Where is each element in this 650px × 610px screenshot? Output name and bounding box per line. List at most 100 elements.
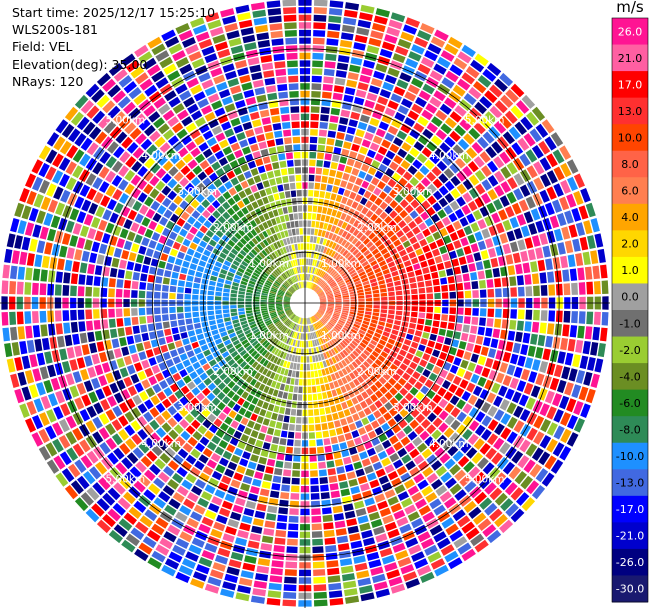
ray-gate	[283, 304, 290, 306]
ray-gate	[243, 257, 251, 264]
ray-gate	[517, 309, 525, 320]
ray-gate	[498, 209, 508, 221]
ray-gate	[380, 248, 389, 255]
ray-gate	[362, 490, 373, 499]
ray-gate	[308, 167, 316, 174]
ray-gate	[456, 315, 464, 324]
ray-gate	[285, 329, 291, 336]
ray-gate	[325, 239, 331, 247]
ray-gate	[432, 394, 442, 404]
ray-gate	[468, 420, 480, 432]
ray-gate	[411, 77, 424, 89]
ray-gate	[539, 189, 550, 203]
ray-gate	[143, 489, 156, 501]
ray-gate	[208, 118, 219, 129]
ray-gate	[353, 437, 363, 446]
ray-gate	[163, 387, 173, 397]
ray-gate	[205, 354, 214, 362]
ray-gate	[402, 372, 411, 381]
ray-gate	[323, 160, 331, 168]
ray-gate	[301, 274, 304, 281]
ray-gate	[564, 382, 574, 396]
ray-gate	[325, 248, 331, 255]
ray-gate	[449, 483, 462, 495]
ray-gate	[275, 321, 282, 327]
ray-gate	[280, 106, 290, 114]
ray-gate	[134, 334, 142, 343]
ray-gate	[457, 455, 470, 468]
ray-gate	[237, 423, 246, 433]
ray-gate	[314, 323, 319, 330]
ray-gate	[547, 323, 555, 335]
ray-gate	[161, 422, 172, 433]
ray-gate	[415, 413, 426, 424]
ray-gate	[495, 222, 505, 234]
ray-gate	[282, 423, 289, 431]
ray-gate	[445, 523, 459, 536]
ray-gate	[448, 283, 456, 291]
ray-gate	[207, 382, 217, 391]
ray-gate	[218, 89, 231, 99]
ray-gate	[79, 153, 91, 167]
ray-gate	[474, 539, 489, 553]
ray-gate	[348, 119, 358, 128]
ray-gate	[312, 324, 316, 331]
ray-gate	[515, 263, 523, 275]
ray-gate	[298, 386, 303, 394]
ray-gate	[292, 315, 297, 322]
range-ring-label: 1.00km	[249, 258, 289, 270]
ray-gate	[335, 296, 342, 299]
ray-gate	[567, 338, 576, 352]
ray-gate	[95, 388, 105, 400]
ray-gate	[394, 204, 404, 214]
ray-gate	[206, 403, 216, 412]
ray-gate	[135, 133, 147, 145]
colorbar-segment	[612, 416, 648, 444]
ray-gate	[260, 304, 267, 307]
ray-gate	[569, 268, 578, 281]
ray-gate	[60, 189, 71, 203]
ray-gate	[302, 318, 304, 325]
ray-gate	[207, 60, 220, 71]
ray-gate	[235, 497, 246, 507]
ray-gate	[424, 159, 435, 170]
ray-gate	[105, 409, 116, 421]
ray-gate	[510, 83, 525, 98]
ray-gate	[364, 465, 374, 474]
ray-gate	[179, 396, 189, 406]
ray-gate	[372, 336, 380, 343]
ray-gate	[528, 223, 538, 235]
ray-gate	[375, 207, 383, 216]
ray-gate	[376, 256, 384, 263]
ray-gate	[99, 151, 111, 164]
ray-gate	[288, 313, 294, 318]
ray-gate	[356, 286, 363, 291]
ray-gate	[539, 435, 552, 449]
ray-gate	[308, 432, 316, 439]
ray-gate	[212, 562, 226, 572]
ray-gate	[187, 330, 196, 337]
ray-gate	[317, 393, 323, 400]
ray-gate	[144, 196, 154, 207]
ray-gate	[126, 452, 139, 464]
ray-gate	[77, 116, 90, 131]
ray-gate	[506, 230, 516, 242]
ray-gate	[235, 99, 246, 109]
ray-gate	[177, 280, 185, 287]
ray-gate	[256, 503, 267, 512]
ray-gate	[417, 254, 426, 262]
ray-gate	[128, 486, 141, 499]
ray-gate	[341, 239, 348, 247]
ray-gate	[441, 380, 451, 390]
ray-gate	[572, 354, 581, 368]
ray-gate	[469, 107, 482, 120]
ray-gate	[72, 427, 84, 441]
ray-gate	[24, 311, 32, 324]
ray-gate	[531, 447, 544, 461]
ray-gate	[176, 466, 188, 478]
ray-gate	[263, 385, 270, 394]
ray-gate	[530, 333, 538, 345]
ray-gate	[262, 230, 269, 238]
ray-gate	[294, 220, 299, 228]
ray-gate	[371, 420, 380, 429]
